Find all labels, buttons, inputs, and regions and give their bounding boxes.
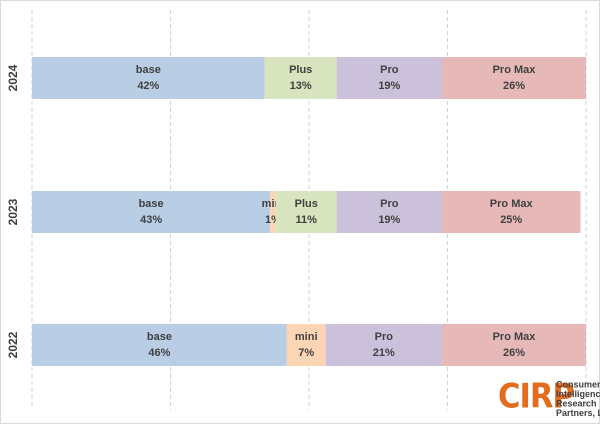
data-label: 43% [140, 214, 162, 226]
segment-name: Plus [295, 198, 318, 210]
y-tick-label: 2022 [6, 331, 20, 358]
data-label: 26% [503, 80, 525, 92]
y-tick-label: 2024 [6, 64, 20, 91]
segment-name: mini [295, 331, 318, 343]
bar-segment [32, 191, 271, 233]
bar-segment [270, 191, 276, 233]
segment-name: Pro [375, 331, 394, 343]
data-label: 26% [503, 347, 525, 359]
bar-segment [275, 191, 337, 233]
segment-name: Pro Max [493, 331, 537, 343]
bar-segment [441, 324, 586, 366]
logo-text: Intelligence [556, 389, 600, 399]
bar-segment [286, 324, 326, 366]
segment-name: base [136, 64, 161, 76]
data-label: 42% [137, 80, 159, 92]
segment-name: base [147, 331, 172, 343]
data-label: 13% [290, 80, 312, 92]
segment-name: base [139, 198, 164, 210]
data-label: 21% [373, 347, 395, 359]
data-label: 11% [296, 214, 318, 226]
segment-name: Pro Max [493, 64, 537, 76]
logo-text: Partners, LLC [556, 408, 600, 418]
segment-name: Pro Max [490, 198, 534, 210]
data-label: 19% [378, 214, 400, 226]
bar-segment [32, 324, 287, 366]
bar-segment [264, 57, 337, 99]
data-label: 46% [148, 347, 170, 359]
bar-segment [336, 191, 442, 233]
data-label: 7% [298, 347, 314, 359]
segment-name: Plus [289, 64, 312, 76]
data-label: 19% [378, 80, 400, 92]
segment-name: Pro [380, 198, 399, 210]
bar-segment [336, 57, 442, 99]
bar-segment [325, 324, 442, 366]
segment-name: Pro [380, 64, 399, 76]
logo-mark: CIRP [498, 377, 574, 417]
logo-text: Consumer [556, 379, 600, 389]
bar-segment [32, 57, 265, 99]
bar-segment [441, 191, 581, 233]
bar-segment [441, 57, 586, 99]
logo: CIRP ConsumerIntelligenceResearchPartner… [498, 377, 600, 418]
logo-text: Research [556, 398, 597, 408]
y-tick-label: 2023 [6, 198, 20, 225]
data-label: 25% [500, 214, 522, 226]
